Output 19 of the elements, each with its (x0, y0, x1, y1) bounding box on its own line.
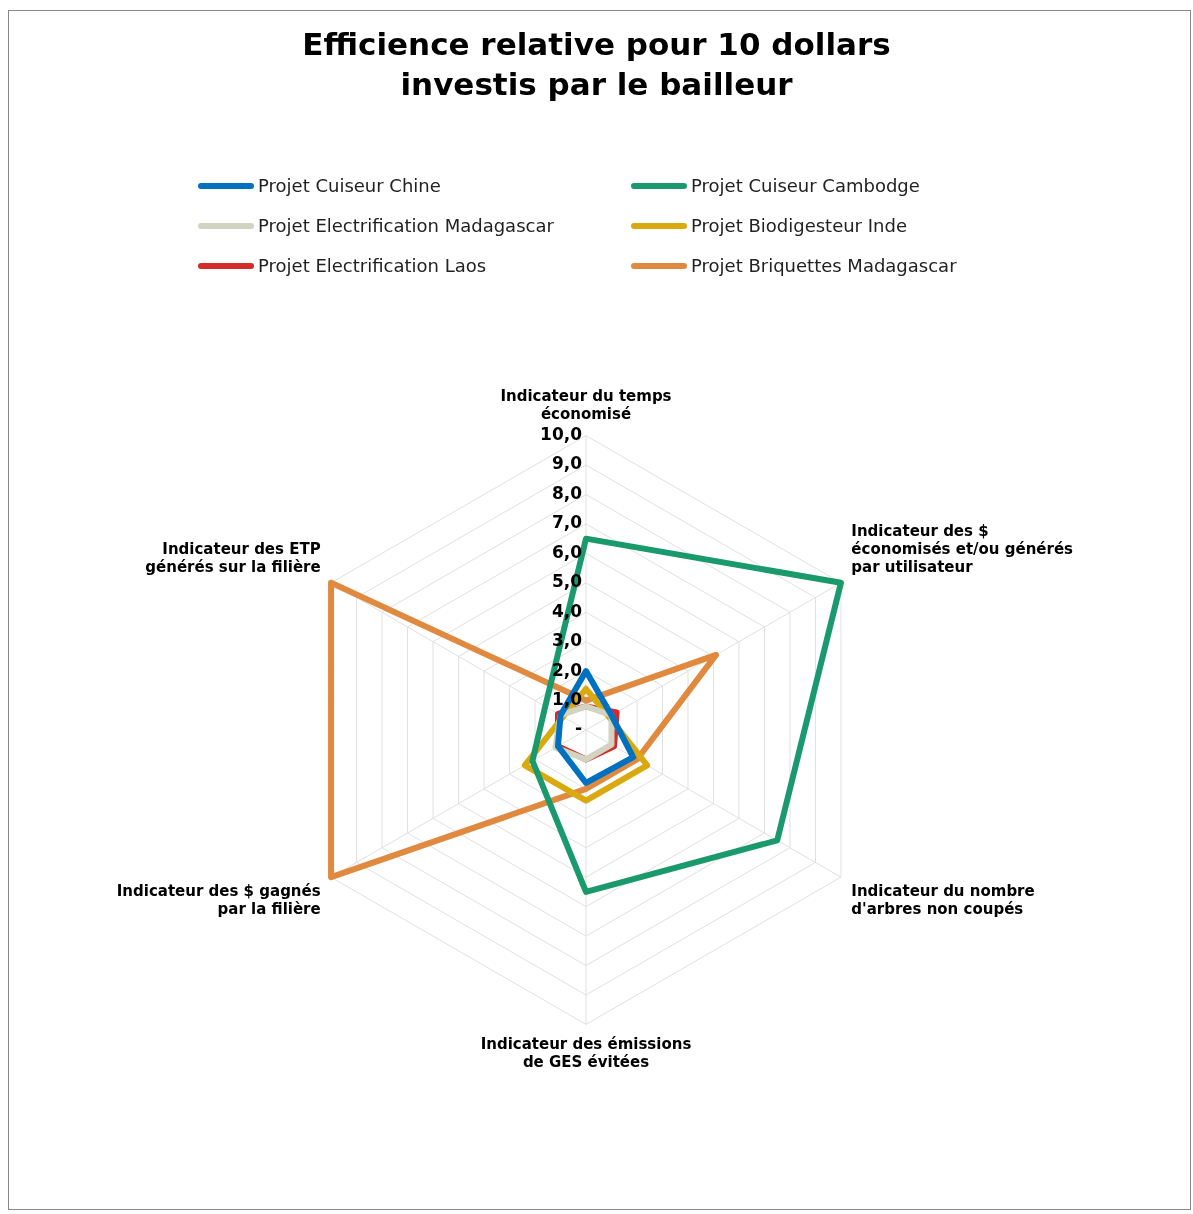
legend-label: Projet Biodigesteur Inde (691, 215, 907, 236)
legend-label: Projet Briquettes Madagascar (691, 255, 957, 276)
spoke-label: Indicateur des ETP générés sur la filière (145, 539, 321, 576)
legend-label: Projet Electrification Madagascar (258, 215, 554, 236)
spoke-label: Indicateur du nombre d'arbres non coupés (851, 882, 1035, 919)
legend-label: Projet Cuiseur Chine (258, 175, 441, 196)
spoke-label: Indicateur des $ économisés et/ou générés par utilisateur (851, 521, 1074, 576)
y-tick-label: 9,0 (551, 453, 583, 474)
y-tick-label: - (574, 718, 582, 739)
spoke-label: Indicateur des $ gagnés par la filière (116, 882, 321, 919)
y-tick-label: 8,0 (551, 482, 583, 503)
y-tick-label: 7,0 (551, 512, 583, 533)
y-tick-label: 1,0 (551, 688, 583, 709)
legend-label: Projet Cuiseur Cambodge (691, 175, 920, 196)
legend-label: Projet Electrification Laos (258, 255, 487, 276)
y-tick-label: 10,0 (540, 424, 583, 445)
chart-title: Efficience relative pour 10 dollars investis par le bailleur (301, 25, 892, 104)
spoke-label: Indicateur des émissions de GES évitées (480, 1035, 692, 1072)
spoke-label: Indicateur du temps économisé (500, 386, 672, 423)
